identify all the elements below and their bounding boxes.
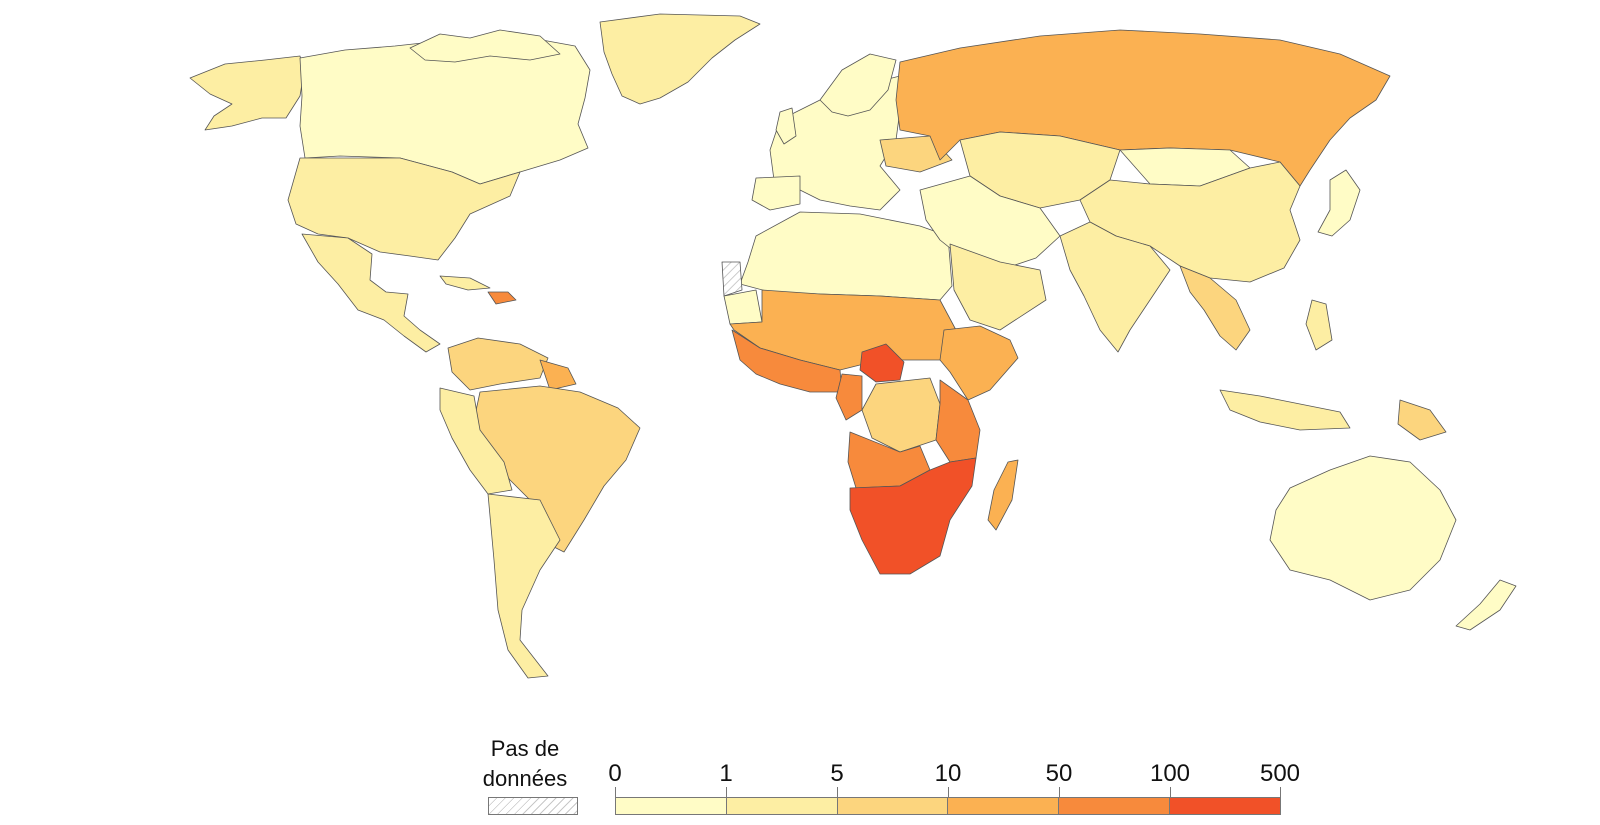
legend-tick: [837, 787, 838, 797]
region-north-africa: [739, 211, 953, 301]
region-cuba: [439, 275, 491, 291]
region-philippines: [1305, 299, 1333, 351]
legend-tick: [726, 787, 727, 797]
legend-tick-label: 1: [719, 760, 733, 787]
world-choropleth-map: [189, 13, 1517, 679]
region-sahel: [729, 289, 957, 371]
region-west-africa: [731, 329, 843, 393]
region-papua: [1397, 399, 1447, 441]
region-western-sahara: [721, 261, 743, 297]
region-arabia: [949, 243, 1047, 331]
region-andes: [439, 387, 513, 495]
region-central-african-republic: [859, 343, 905, 383]
legend-tick-label: 500: [1259, 760, 1301, 787]
legend-nodata-line1: Pas de: [490, 736, 560, 761]
region-haiti: [487, 291, 517, 305]
region-se-asia: [1179, 265, 1251, 351]
region-madagascar: [987, 459, 1019, 531]
region-congo: [861, 377, 941, 453]
region-scandinavia: [819, 53, 897, 117]
legend-tick-label: 50: [1045, 760, 1073, 787]
legend-nodata-line2: données: [482, 766, 568, 791]
legend-color-scale: [615, 797, 1281, 815]
region-guianas: [539, 359, 577, 391]
legend-bin-50-100: [1059, 798, 1171, 814]
legend-tick-label: 0: [608, 760, 622, 787]
region-iberia: [751, 175, 801, 211]
region-indonesia: [1219, 389, 1351, 431]
region-india: [1059, 221, 1171, 353]
legend-nodata-swatch: [488, 797, 578, 815]
legend-tick: [1170, 787, 1171, 797]
region-alaska: [189, 55, 305, 131]
region-canada-islands: [409, 29, 561, 63]
legend-bin-0-1: [616, 798, 727, 814]
region-mexico-central-america: [301, 233, 441, 353]
legend-tick: [948, 787, 949, 797]
region-southern-africa: [849, 457, 977, 575]
legend-tick-label: 5: [830, 760, 844, 787]
legend-bin-1-5: [726, 798, 838, 814]
region-colombia-venezuela: [447, 337, 549, 391]
region-horn: [939, 325, 1019, 401]
region-japan: [1317, 169, 1361, 237]
region-mauritania: [723, 289, 763, 325]
legend-nodata-label: Pas de données: [470, 734, 580, 794]
region-gabon-cameroon: [835, 373, 863, 421]
legend-tick-label: 10: [934, 760, 962, 787]
legend-bin-5-10: [837, 798, 949, 814]
legend-bin-100-500: [1170, 798, 1280, 814]
legend-tick-label: 100: [1149, 760, 1191, 787]
legend-tick: [1059, 787, 1060, 797]
region-usa: [287, 157, 521, 261]
region-southern-cone: [487, 493, 561, 679]
legend-tick: [1280, 787, 1281, 797]
region-greenland: [599, 13, 761, 105]
legend-bin-10-50: [948, 798, 1060, 814]
region-new-zealand: [1455, 579, 1517, 631]
region-uk: [775, 107, 797, 145]
legend-tick: [615, 787, 616, 797]
region-australia: [1269, 455, 1457, 601]
